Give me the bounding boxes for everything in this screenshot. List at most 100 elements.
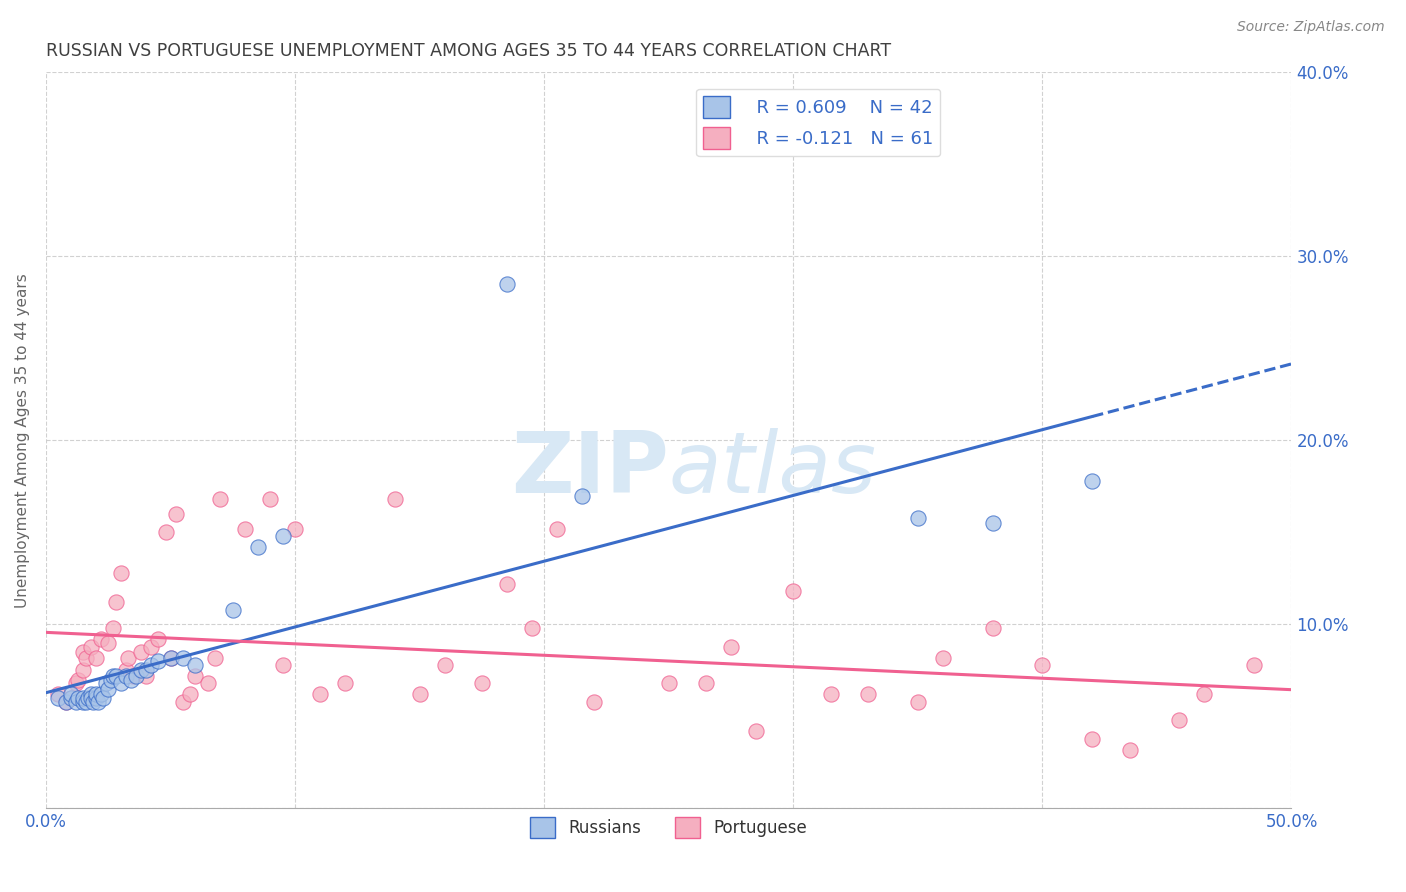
Point — [139, 657, 162, 672]
Point — [333, 676, 356, 690]
Point — [520, 621, 543, 635]
Point — [495, 277, 517, 291]
Point — [129, 664, 152, 678]
Point — [48, 687, 70, 701]
Point — [117, 650, 139, 665]
Point — [408, 687, 430, 701]
Point — [907, 510, 929, 524]
Point — [91, 691, 114, 706]
Point — [931, 650, 953, 665]
Point — [139, 640, 162, 654]
Point — [1081, 474, 1104, 488]
Point — [146, 632, 169, 647]
Point — [159, 650, 181, 665]
Point — [1194, 687, 1216, 701]
Point — [155, 525, 177, 540]
Text: ZIP: ZIP — [510, 428, 669, 511]
Point — [184, 657, 207, 672]
Point — [59, 687, 82, 701]
Point — [246, 540, 269, 554]
Point — [48, 691, 70, 706]
Point — [165, 507, 187, 521]
Point — [582, 695, 605, 709]
Point — [80, 691, 103, 706]
Point — [135, 669, 157, 683]
Point — [87, 695, 110, 709]
Point — [172, 695, 194, 709]
Point — [1031, 657, 1053, 672]
Point — [820, 687, 842, 701]
Text: Source: ZipAtlas.com: Source: ZipAtlas.com — [1237, 20, 1385, 34]
Point — [67, 691, 90, 706]
Point — [222, 603, 245, 617]
Point — [271, 529, 294, 543]
Point — [110, 566, 132, 580]
Point — [104, 669, 127, 683]
Point — [197, 676, 219, 690]
Point — [100, 673, 122, 687]
Point — [146, 654, 169, 668]
Point — [1168, 713, 1191, 727]
Legend: Russians, Portuguese: Russians, Portuguese — [524, 811, 814, 844]
Point — [59, 691, 82, 706]
Point — [184, 669, 207, 683]
Point — [103, 621, 125, 635]
Point — [94, 676, 117, 690]
Text: atlas: atlas — [669, 428, 877, 511]
Point — [695, 676, 717, 690]
Point — [384, 492, 406, 507]
Point — [233, 522, 256, 536]
Point — [75, 695, 97, 709]
Point — [271, 657, 294, 672]
Point — [67, 673, 90, 687]
Point — [55, 695, 77, 709]
Point — [90, 687, 112, 701]
Point — [97, 636, 120, 650]
Y-axis label: Unemployment Among Ages 35 to 44 years: Unemployment Among Ages 35 to 44 years — [15, 273, 30, 607]
Point — [284, 522, 307, 536]
Point — [80, 687, 103, 701]
Point — [110, 676, 132, 690]
Point — [172, 650, 194, 665]
Point — [981, 516, 1004, 531]
Point — [84, 691, 107, 706]
Point — [1118, 742, 1140, 756]
Point — [259, 492, 281, 507]
Point — [97, 681, 120, 696]
Point — [65, 695, 87, 709]
Point — [856, 687, 879, 701]
Point — [72, 664, 94, 678]
Point — [546, 522, 568, 536]
Point — [1081, 731, 1104, 746]
Point — [103, 669, 125, 683]
Point — [495, 577, 517, 591]
Point — [658, 676, 681, 690]
Text: RUSSIAN VS PORTUGUESE UNEMPLOYMENT AMONG AGES 35 TO 44 YEARS CORRELATION CHART: RUSSIAN VS PORTUGUESE UNEMPLOYMENT AMONG… — [46, 42, 891, 60]
Point — [77, 691, 100, 706]
Point — [135, 664, 157, 678]
Point — [84, 687, 107, 701]
Point — [1243, 657, 1265, 672]
Point — [55, 695, 77, 709]
Point — [90, 632, 112, 647]
Point — [114, 664, 136, 678]
Point — [114, 669, 136, 683]
Point — [782, 584, 804, 599]
Point — [80, 640, 103, 654]
Point — [159, 650, 181, 665]
Point — [124, 669, 146, 683]
Point — [72, 645, 94, 659]
Point — [129, 645, 152, 659]
Point — [907, 695, 929, 709]
Point — [209, 492, 232, 507]
Point — [104, 595, 127, 609]
Point — [59, 691, 82, 706]
Point — [82, 695, 104, 709]
Point — [84, 650, 107, 665]
Point — [179, 687, 201, 701]
Point — [471, 676, 494, 690]
Point — [571, 489, 593, 503]
Point — [309, 687, 332, 701]
Point — [981, 621, 1004, 635]
Point — [65, 676, 87, 690]
